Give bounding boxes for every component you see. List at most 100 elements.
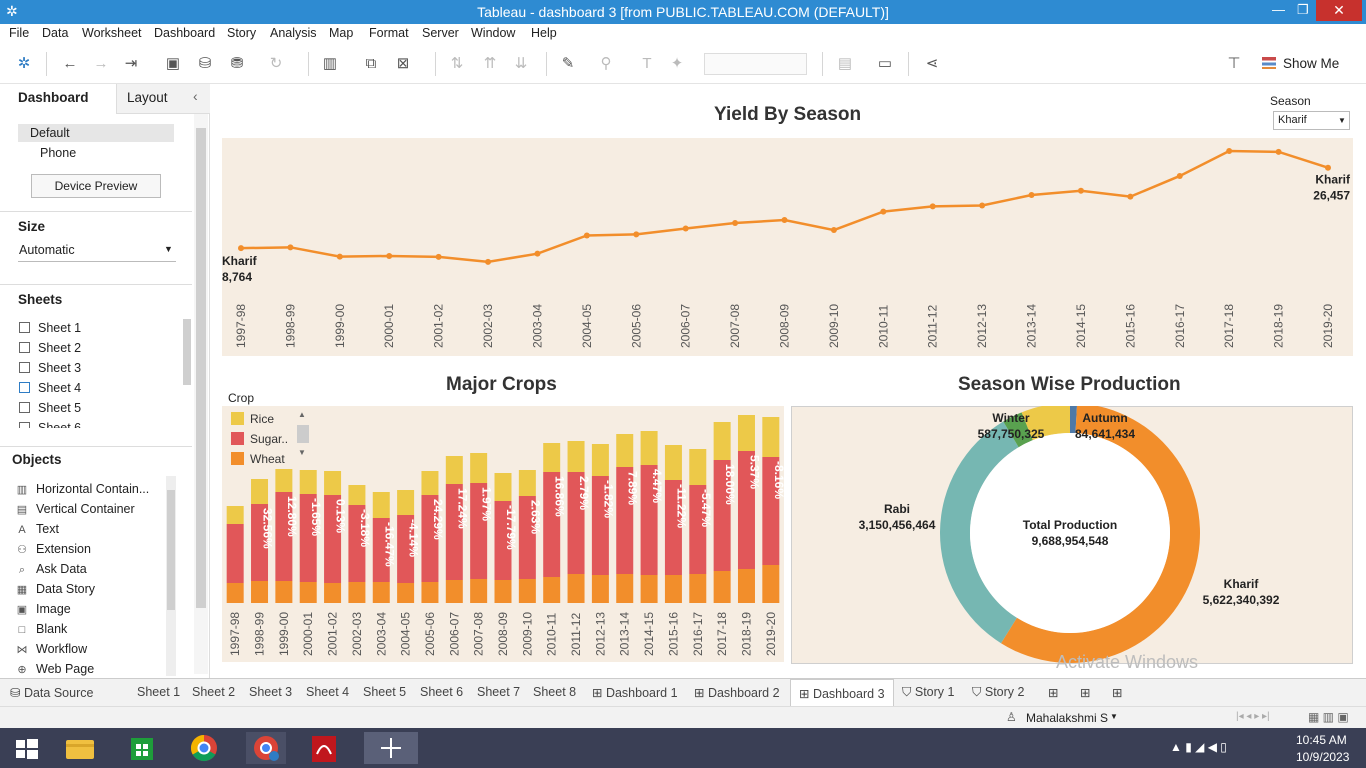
refresh-icon[interactable]: ↻ [269,55,283,72]
tab-sheet-3[interactable]: Sheet 3 [249,685,293,699]
menu-window[interactable]: Window [471,26,516,40]
replay-icon[interactable]: ⇥ [124,55,138,72]
tab-sheet-2[interactable]: Sheet 2 [192,685,236,699]
tab-dashboard-3[interactable]: ⊞ Dashboard 3 [790,679,894,707]
menu-worksheet[interactable]: Worksheet [82,26,142,40]
tab-dashboard-label[interactable]: Dashboard [18,90,89,105]
duplicate-sheet-icon[interactable]: ⧉ [365,55,377,72]
highlight-icon[interactable]: ✎ [561,55,575,72]
device-preview-button[interactable]: Device Preview [31,174,161,198]
sheets-scrollbar[interactable] [183,319,191,385]
object-web-page[interactable]: ⊕ Web Page [17,662,95,676]
tab-dashboard-2[interactable]: ⊞ Dashboard 2 [694,686,780,700]
first-page-icon[interactable]: |◂ ◂ ▸ ▸| [1236,711,1270,722]
tab-sheet-4[interactable]: Sheet 4 [306,685,350,699]
menu-dashboard[interactable]: Dashboard [154,26,216,40]
user-dropdown-icon[interactable]: ▼ [1110,712,1118,721]
acrobat-icon[interactable] [304,732,344,764]
store-icon[interactable] [122,732,162,764]
tableau-taskbar-icon[interactable] [364,732,418,764]
show-me-button[interactable]: Show Me [1283,56,1340,71]
sort-ascending-icon[interactable]: ⇈ [483,55,497,72]
tab-sheet-6[interactable]: Sheet 6 [420,685,464,699]
pause-updates-icon[interactable]: ⛃ [230,55,244,72]
minimize-icon[interactable]: — [1272,2,1285,17]
save-icon[interactable]: ▣ [165,55,181,72]
device-default[interactable] [18,124,174,142]
show-cards-icon[interactable]: ▤ [837,55,853,72]
tab-sheet-5[interactable]: Sheet 5 [363,685,407,699]
swap-icon[interactable]: ⇅ [450,55,464,72]
new-story-tab-icon[interactable]: ⊞ [1112,686,1123,700]
presentation-icon[interactable]: ▭ [877,55,893,72]
legend-scrollbar[interactable]: ▲ ▼ [296,410,310,462]
group-icon[interactable]: ⚲ [600,55,612,72]
restore-icon[interactable]: ❐ [1297,2,1309,17]
menu-analysis[interactable]: Analysis [270,26,317,40]
close-button[interactable]: ✕ [1316,0,1362,21]
format-painter-icon[interactable]: ⊤ [1227,55,1241,72]
sheet-item[interactable]: Sheet 2 [19,341,81,355]
object-vertical-container[interactable]: ▤ Vertical Container [16,502,135,516]
sidebar-scrollbar[interactable] [194,114,208,674]
sheet-item[interactable]: Sheet 3 [19,361,81,375]
object-horizontal-container[interactable]: ▥ Horizontal Contain... [16,482,150,496]
windows-start-icon[interactable] [6,732,46,764]
file-explorer-icon[interactable] [60,732,100,764]
menu-data[interactable]: Data [42,26,69,40]
menu-file[interactable]: File [9,26,30,40]
menu-map[interactable]: Map [329,26,354,40]
sheet-item[interactable]: Sheet 4 [19,381,81,395]
object-blank[interactable]: □ Blank [16,622,68,636]
sort-descending-icon[interactable]: ⇊ [514,55,528,72]
tray-icons[interactable]: ▲ ▮ ◢ ◀ ▯ [1170,740,1227,754]
device-default-label[interactable]: Default [30,126,70,140]
tab-dashboard-1[interactable]: ⊞ Dashboard 1 [592,686,678,700]
menu-format[interactable]: Format [369,26,409,40]
device-phone[interactable]: Phone [40,146,77,160]
tab-sheet-7[interactable]: Sheet 7 [477,685,521,699]
menu-help[interactable]: Help [531,26,557,40]
tab-sheet-8[interactable]: Sheet 8 [533,685,577,699]
menu-story[interactable]: Story [227,26,257,40]
pin-icon[interactable]: ✦ [670,55,684,72]
object-data-story[interactable]: ▦ Data Story [16,582,96,596]
object-workflow[interactable]: ⋈ Workflow [16,642,88,656]
chrome-profile-icon[interactable] [246,732,286,764]
objects-scrollbar[interactable] [166,476,176,676]
tab-sheet-1[interactable]: Sheet 1 [137,685,181,699]
tab-data-source[interactable]: ⛁ Data Source [10,686,94,700]
object-text[interactable]: A Text [16,522,59,536]
object-extension[interactable]: ⚇ Extension [17,542,91,556]
new-worksheet-tab-icon[interactable]: ⊞ [1048,686,1059,700]
tab-story-1[interactable]: ⛉ Story 1 [902,685,955,699]
object-ask-data[interactable]: ⌕ Ask Data [16,562,87,577]
tab-dashboard[interactable] [0,84,116,114]
fit-dropdown[interactable] [704,53,807,75]
show-me-icon[interactable] [1262,57,1276,69]
clear-sheet-icon[interactable]: ⊠ [396,55,410,72]
grid-view-icon[interactable]: ▦ ▥ ▣ [1308,710,1349,724]
sheet-item[interactable]: Sheet 1 [19,321,81,335]
sheet-item[interactable]: Sheet 5 [19,401,81,415]
new-data-source-icon[interactable]: ⛁ [198,55,212,72]
tab-layout[interactable] [116,84,210,114]
share-icon[interactable]: ⋖ [925,55,939,72]
collapse-icon[interactable]: ‹ [193,88,198,104]
label-icon[interactable]: T [642,55,652,72]
tab-layout-label[interactable]: Layout [127,90,168,105]
new-dashboard-tab-icon[interactable]: ⊞ [1080,686,1091,700]
redo-icon[interactable]: → [93,55,109,72]
user-name[interactable]: Mahalakshmi S [1026,711,1109,725]
chrome-icon[interactable] [184,732,224,764]
sheet-item[interactable]: Sheet 6 [19,421,81,428]
size-dropdown[interactable]: Automatic ▼ [18,242,176,262]
tableau-home-icon[interactable]: ✲ [17,55,31,72]
object-image[interactable]: ▣ Image [16,602,71,616]
tab-story-2[interactable]: ⛉ Story 2 [972,685,1025,699]
menu-server[interactable]: Server [422,26,459,40]
season-filter-dropdown[interactable]: Kharif ▼ [1273,111,1350,130]
new-worksheet-icon[interactable]: ▥ [322,55,338,72]
undo-icon[interactable]: ← [62,55,78,72]
x-tick-label: 2002-03 [350,612,364,656]
